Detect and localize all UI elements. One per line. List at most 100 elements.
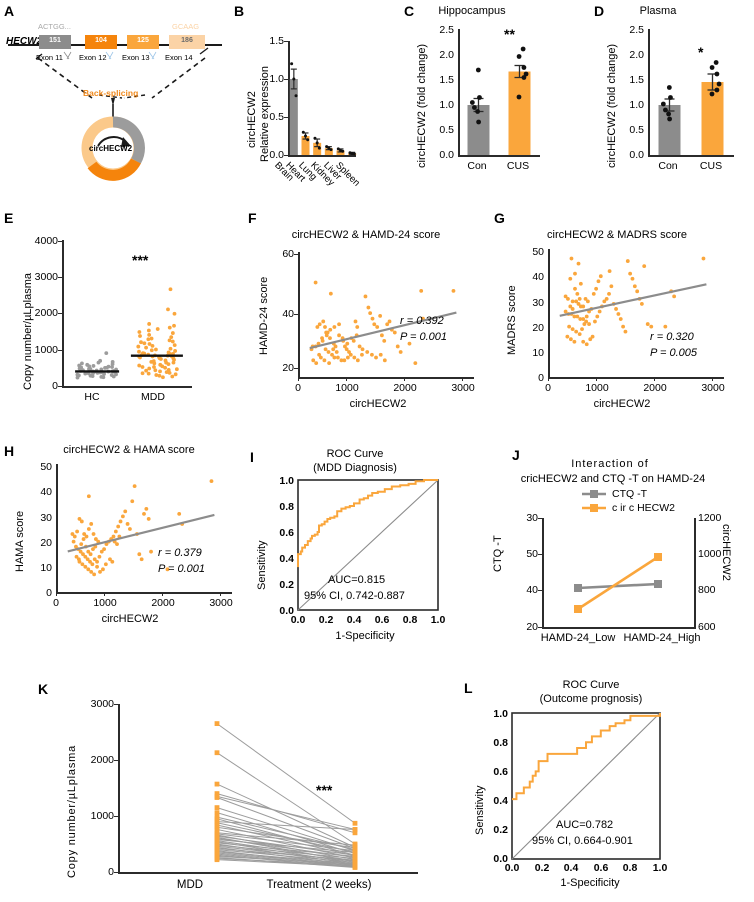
panel-h-label: H: [4, 443, 15, 459]
panel-k: K Copy number/µLplasma 0 1000 2000 3000 …: [30, 660, 450, 902]
panel-b-x-axis: [288, 155, 356, 157]
panel-g: G circHECW2 & MADRS score MADRS score ci…: [490, 205, 754, 420]
panel-g-xtick-1: 1000: [585, 382, 609, 394]
panel-l-ytick-0: 0.0: [493, 853, 508, 865]
panel-i: I ROC Curve (MDD Diagnosis) Sensitivity …: [240, 440, 470, 660]
panel-c-title: Hippocampus: [438, 5, 506, 17]
panel-i-ytick-4: 0.8: [279, 501, 294, 513]
panel-e-significance: ***: [132, 252, 149, 268]
panel-b-plot-area: [288, 41, 358, 156]
panel-l-xtick-5: 1.0: [652, 862, 668, 874]
panel-k-ytick-2: 2000: [90, 754, 114, 766]
plot-graphics: [511, 712, 661, 860]
panel-c-ytick-4: 2.0: [439, 49, 454, 61]
panel-f-plot-area: [298, 252, 474, 377]
panel-k-tickmark: [114, 816, 118, 818]
panel-e-ylabel: Copy number/µLplasma: [22, 272, 34, 390]
panel-g-r-value: r = 0.320: [650, 331, 694, 343]
panel-g-p-value: P = 0.005: [650, 347, 697, 359]
panel-b-ylabel-top: circHECW2: [246, 91, 258, 148]
panel-l-ytick-5: 1.0: [493, 708, 508, 720]
panel-h-ytick-2: 20: [40, 537, 52, 549]
panel-h-ytick-3: 30: [40, 512, 52, 524]
panel-h-ytick-1: 10: [40, 562, 52, 574]
panel-f-xtick-2: 2000: [393, 382, 417, 394]
panel-e-ytick-2: 2000: [34, 307, 58, 319]
panel-l-xtick-1: 0.2: [534, 862, 550, 874]
panel-d: D Plasma circHECW2 (fold change) 0.0 0.5…: [548, 0, 754, 200]
panel-h-tickmark: [162, 592, 164, 596]
panel-h-xtick-1: 1000: [93, 597, 117, 609]
panel-l-plot-area: [511, 712, 661, 860]
panel-k-plot-area: [118, 704, 418, 872]
panel-b-tickmark: [284, 79, 288, 81]
panel-f-tickmark: [462, 377, 464, 381]
panel-j-tickmark: [538, 627, 542, 629]
panel-j-label: J: [512, 447, 520, 463]
right-sequence-label: GCAAG: [172, 22, 200, 31]
panel-l-ci: 95% CI, 0.664-0.901: [532, 835, 633, 847]
panel-f-tickmark: [404, 377, 406, 381]
panel-i-auc: AUC=0.815: [328, 574, 386, 586]
exon-13-box: 125: [127, 35, 159, 49]
panel-l-auc: AUC=0.782: [556, 819, 614, 831]
panel-k-ytick-1: 1000: [90, 810, 114, 822]
panel-e-xtick-mdd: MDD: [141, 391, 165, 403]
exon-11-box: 151: [39, 35, 71, 49]
panel-g-xtick-2: 2000: [643, 382, 667, 394]
panel-k-ytick-0: 0: [108, 866, 114, 878]
panel-i-plot-frame: [297, 479, 439, 611]
back-splicing-label: Back-splicing: [83, 88, 139, 98]
panel-k-y-axis: [118, 704, 120, 873]
panel-d-y-axis: [648, 29, 650, 156]
panel-l-ytick-2: 0.4: [493, 795, 508, 807]
panel-j-x-axis: [542, 627, 696, 629]
panel-l-plot-frame: [511, 712, 661, 860]
panel-j-xtick-high: HAMD-24_High: [623, 632, 701, 644]
panel-c-ylabel: circHECW2 (fold change): [416, 43, 428, 168]
panel-k-tickmark: [114, 872, 118, 874]
exon-13-label: Exon 13: [122, 53, 150, 62]
panel-l-label: L: [464, 680, 473, 696]
panel-d-ytick-5: 2.5: [629, 24, 644, 36]
exon-11-label: Exon 11: [36, 53, 63, 62]
panel-f: F circHECW2 & HAMD-24 score HAMD-24 scor…: [240, 205, 490, 420]
panel-c: C Hippocampus circHECW2 (fold change) 0.…: [360, 0, 548, 200]
panel-i-xtick-4: 0.8: [402, 614, 418, 626]
panel-k-label: K: [38, 681, 49, 697]
panel-g-xtick-3: 3000: [701, 382, 725, 394]
panel-i-ytick-0: 0.0: [279, 605, 294, 617]
panel-b: B circHECW2 Relative expression 0.0 0.5 …: [228, 0, 362, 200]
panel-e-tickmark: [58, 313, 62, 315]
plot-graphics: [658, 60, 724, 155]
panel-h-ytick-5: 50: [40, 461, 52, 473]
exon-12-box: 104: [85, 35, 117, 49]
panel-g-tickmark: [596, 377, 598, 381]
panel-j-legend-circhecw2: c ir c HECW2: [612, 502, 675, 514]
panel-h-title: circHECW2 & HAMA score: [63, 444, 195, 456]
panel-f-r-value: r = 0.392: [400, 315, 444, 327]
panel-j-title-line1: Interaction of: [571, 458, 649, 470]
panel-j-ytick-right-0: 1200: [698, 512, 722, 524]
panel-d-plot-area: [648, 30, 734, 155]
panel-d-xtick-cus: CUS: [699, 160, 723, 172]
panel-e-y-axis: [62, 240, 64, 387]
panel-f-tickmark: [346, 377, 348, 381]
panel-h-tickmark: [56, 592, 58, 596]
panel-i-xlabel: 1-Specificity: [335, 630, 395, 642]
panel-i-plot-area: [297, 479, 439, 611]
panel-c-significance: **: [504, 26, 515, 42]
panel-i-title-line1: ROC Curve: [326, 448, 384, 460]
panel-f-tickmark: [294, 254, 298, 256]
panel-e-label: E: [4, 210, 14, 226]
panel-c-x-axis: [458, 155, 540, 157]
panel-a-label: A: [4, 3, 15, 19]
circhecw2-label: circHECW2: [89, 144, 133, 153]
panel-c-ytick-0: 0.0: [439, 149, 454, 161]
panel-j-ytick-left-3: 20: [526, 621, 538, 633]
panel-g-ytick-4: 40: [532, 271, 544, 283]
panel-i-xtick-0: 0.0: [290, 614, 306, 626]
panel-h-xtick-3: 3000: [209, 597, 233, 609]
panel-i-label: I: [250, 449, 254, 465]
panel-e-ytick-1: 1000: [34, 344, 58, 356]
